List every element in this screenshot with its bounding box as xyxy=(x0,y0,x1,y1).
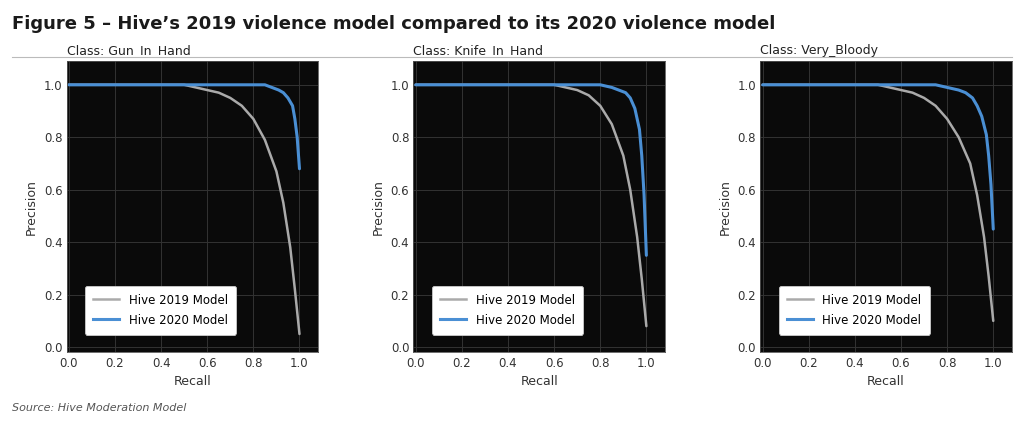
Text: Source: Hive Moderation Model: Source: Hive Moderation Model xyxy=(12,403,186,413)
Text: Class: Gun_In_Hand: Class: Gun_In_Hand xyxy=(67,44,190,57)
X-axis label: Recall: Recall xyxy=(173,375,211,388)
Text: Class: Very_Bloody: Class: Very_Bloody xyxy=(761,44,879,57)
Y-axis label: Precision: Precision xyxy=(372,179,385,235)
X-axis label: Recall: Recall xyxy=(867,375,905,388)
Text: Class: Knife_In_Hand: Class: Knife_In_Hand xyxy=(414,44,544,57)
Legend: Hive 2019 Model, Hive 2020 Model: Hive 2019 Model, Hive 2020 Model xyxy=(779,286,930,335)
Legend: Hive 2019 Model, Hive 2020 Model: Hive 2019 Model, Hive 2020 Model xyxy=(85,286,237,335)
Legend: Hive 2019 Model, Hive 2020 Model: Hive 2019 Model, Hive 2020 Model xyxy=(432,286,583,335)
X-axis label: Recall: Recall xyxy=(520,375,558,388)
Y-axis label: Precision: Precision xyxy=(719,179,732,235)
Y-axis label: Precision: Precision xyxy=(26,179,38,235)
Text: Figure 5 – Hive’s 2019 violence model compared to its 2020 violence model: Figure 5 – Hive’s 2019 violence model co… xyxy=(12,15,775,33)
